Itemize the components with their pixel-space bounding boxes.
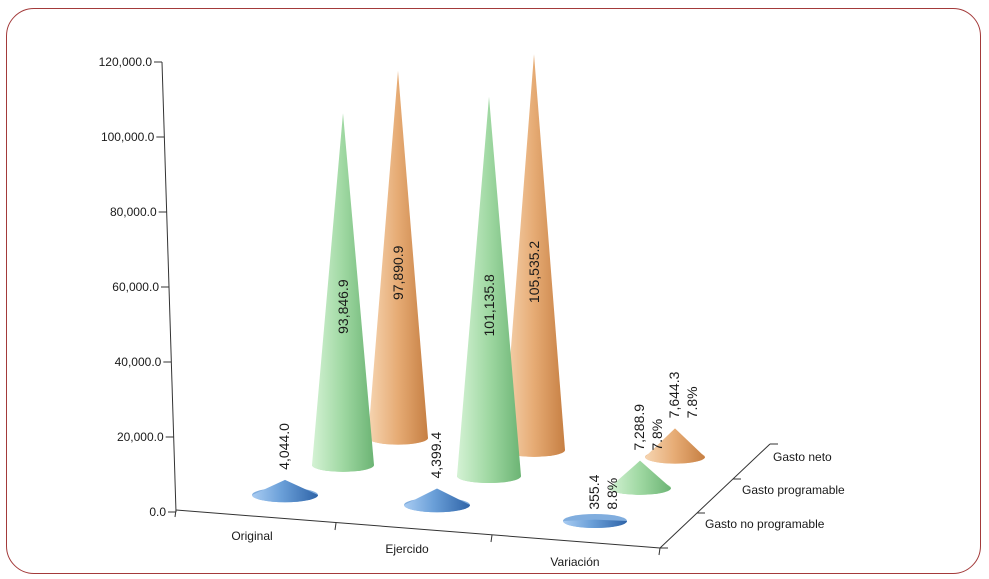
cone-value-label: 93,846.9	[335, 279, 351, 334]
series-name-label: Gasto neto	[773, 450, 832, 464]
cone-mark	[645, 428, 705, 464]
x-axis-line	[175, 509, 661, 549]
y-tick-label: 20,000.0	[117, 430, 164, 444]
x-tick-mark	[334, 522, 337, 531]
y-tick-label: 80,000.0	[110, 205, 157, 219]
cone-percent-label: 7.8%	[684, 386, 700, 418]
series-name-label: Gasto programable	[742, 483, 845, 497]
cone-mark	[404, 488, 470, 513]
cone-mark	[252, 479, 318, 503]
x-tick-mark	[174, 509, 177, 518]
depth-axis-series-labels: Gasto no programable Gasto programable Gas…	[660, 443, 845, 549]
cone-mark	[312, 113, 374, 472]
cone-marks: 97,890.9 105,535.2 7,644.3 7.8% 93,846.9 101,…	[252, 54, 705, 529]
cone-value-label: 4,399.4	[428, 432, 444, 479]
cone-mark	[609, 460, 671, 495]
cone-value-label: 7,644.3	[666, 371, 682, 418]
cone-percent-label: 7.8%	[649, 419, 665, 451]
cone-mark	[457, 96, 521, 484]
x-category-label: Ejercido	[385, 542, 429, 556]
cone-value-label: 101,135.8	[481, 274, 497, 336]
cone-value-label: 4,044.0	[276, 423, 292, 470]
cone-percent-label: 8.8%	[604, 478, 620, 510]
y-tick-label: 0.0	[149, 505, 166, 519]
x-category-label: Variación	[550, 555, 599, 569]
cone-mark	[563, 519, 627, 529]
y-tick-label: 60,000.0	[112, 280, 159, 294]
y-axis-ticks: 0.0 20,000.0 40,000.0 60,000.0 80,000.0 100,0…	[99, 55, 176, 519]
cone-mark	[368, 70, 428, 445]
x-tick-mark	[490, 534, 493, 543]
cone-value-label: 7,288.9	[631, 404, 647, 451]
cone-value-label: 97,890.9	[390, 245, 406, 300]
x-category-label: Original	[231, 529, 272, 543]
series-name-label: Gasto no programable	[705, 517, 825, 531]
x-axis-categories: Original Ejercido Variación	[174, 509, 661, 569]
x-tick-mark	[658, 547, 661, 556]
depth-axis-line	[659, 443, 771, 549]
y-tick-label: 40,000.0	[115, 355, 162, 369]
cone-value-label: 355.4	[586, 474, 602, 509]
cone-mark	[503, 54, 565, 457]
cone-value-label: 105,535.2	[526, 241, 542, 303]
y-tick-label: 100,000.0	[101, 130, 155, 144]
y-tick-label: 120,000.0	[99, 55, 153, 69]
